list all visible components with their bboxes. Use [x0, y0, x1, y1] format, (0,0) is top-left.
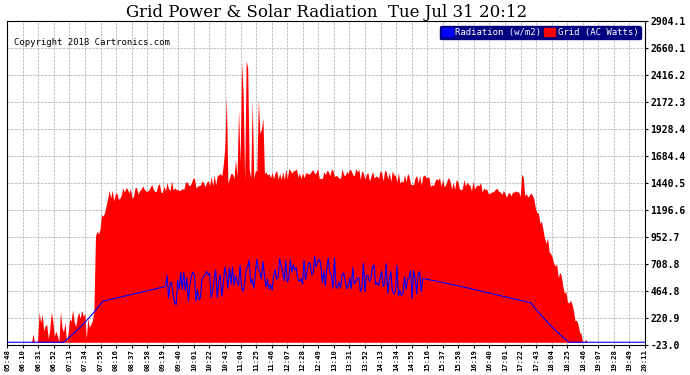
Legend: Radiation (w/m2), Grid (AC Watts): Radiation (w/m2), Grid (AC Watts) — [440, 26, 640, 39]
Title: Grid Power & Solar Radiation  Tue Jul 31 20:12: Grid Power & Solar Radiation Tue Jul 31 … — [126, 4, 526, 21]
Text: Copyright 2018 Cartronics.com: Copyright 2018 Cartronics.com — [14, 38, 170, 46]
